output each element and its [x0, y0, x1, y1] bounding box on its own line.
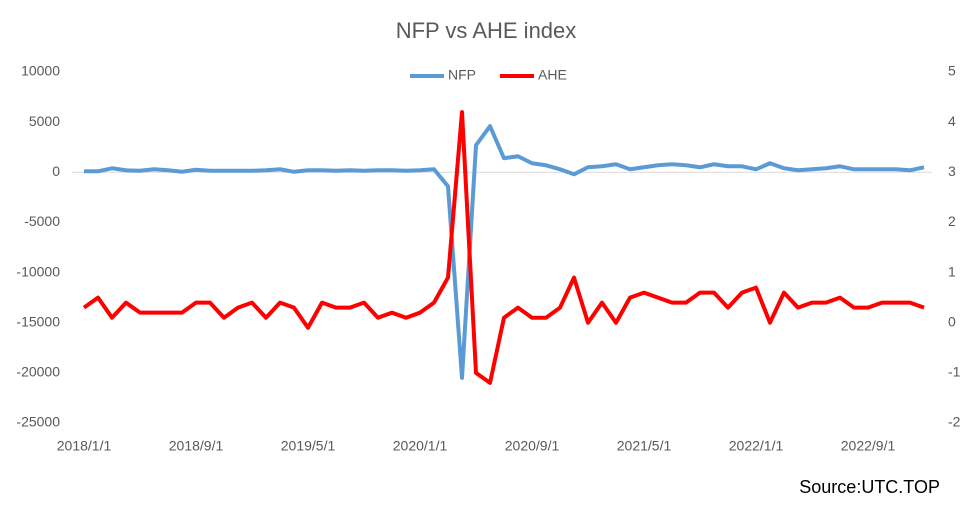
y2-tick-label: 4 — [948, 113, 956, 129]
x-tick-label: 2022/1/1 — [729, 438, 784, 454]
x-tick-label: 2022/9/1 — [841, 438, 896, 454]
y-tick-label: -25000 — [16, 414, 60, 430]
y2-tick-label: 5 — [948, 63, 956, 79]
y-tick-label: 10000 — [21, 63, 60, 79]
y2-tick-label: 1 — [948, 263, 956, 279]
y-tick-label: -10000 — [16, 263, 60, 279]
line-series — [84, 124, 925, 380]
source: Source:UTC.TOP — [799, 477, 940, 497]
y2-tick-label: -2 — [948, 414, 961, 430]
y2-tick-label: 2 — [948, 213, 956, 229]
legend-label: AHE — [538, 67, 567, 83]
y-tick-label: 0 — [52, 163, 60, 179]
y2-tick-label: 3 — [948, 163, 956, 179]
x-tick-label: 2018/1/1 — [57, 438, 112, 454]
y-tick-label: -5000 — [24, 213, 60, 229]
y-tick-label: 5000 — [29, 113, 60, 129]
y2-tick-label: -1 — [948, 364, 961, 380]
chart-title: NFP vs AHE index — [396, 18, 577, 43]
x-tick-label: 2021/5/1 — [617, 438, 672, 454]
x-tick-label: 2020/1/1 — [393, 438, 448, 454]
x-tick-label: 2019/5/1 — [281, 438, 336, 454]
line-series — [82, 110, 925, 385]
legend-label: NFP — [448, 67, 476, 83]
y2-tick-label: 0 — [948, 313, 956, 329]
y-tick-label: -15000 — [16, 313, 60, 329]
y-tick-label: -20000 — [16, 364, 60, 380]
x-tick-label: 2018/9/1 — [169, 438, 224, 454]
x-tick-label: 2020/9/1 — [505, 438, 560, 454]
